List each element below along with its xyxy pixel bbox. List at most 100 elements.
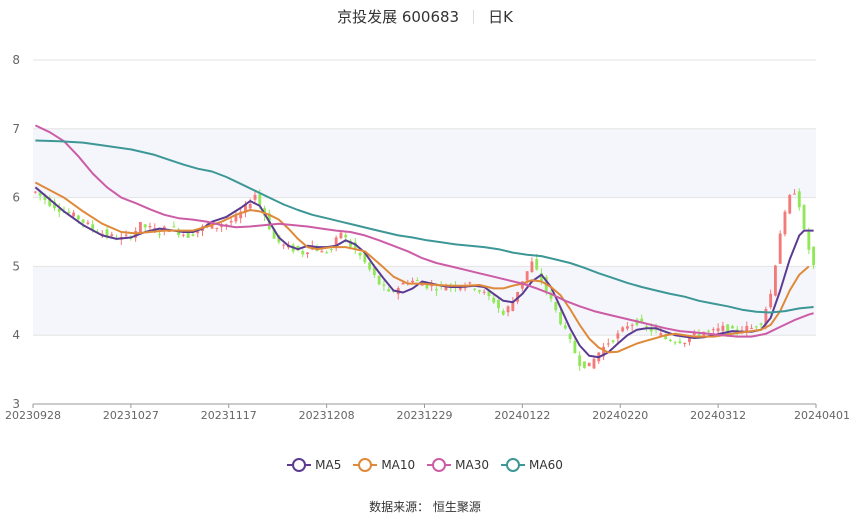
candle-body xyxy=(72,212,76,217)
candle-body xyxy=(616,333,620,339)
candle-body xyxy=(53,201,56,209)
candle-body xyxy=(697,334,701,336)
candle-body xyxy=(368,262,372,270)
legend-marker xyxy=(501,458,526,472)
legend-label: MA10 xyxy=(381,458,416,472)
candle-body xyxy=(587,362,591,367)
candle-body xyxy=(57,208,61,212)
candle-body xyxy=(430,285,434,287)
candle-body xyxy=(726,324,730,334)
candle-body xyxy=(759,323,763,325)
y-tick-label: 5 xyxy=(12,259,20,273)
candle-body xyxy=(382,284,386,286)
legend-label: MA5 xyxy=(315,458,342,472)
candle-body xyxy=(377,275,381,285)
candle-body xyxy=(554,302,558,311)
x-tick-label: 20231027 xyxy=(103,409,159,422)
candle-body xyxy=(325,252,329,254)
candlestick-chart: 3 4 5 6 7 8 20230928 20231027 20231117 20231208 2… xyxy=(5,53,850,422)
x-tick-label: 20240122 xyxy=(494,409,550,422)
candle-body xyxy=(497,299,500,309)
legend-marker-circle xyxy=(506,458,521,472)
candle-body xyxy=(444,286,448,291)
candle-body xyxy=(625,326,629,329)
x-tick-label: 20240312 xyxy=(690,409,746,422)
legend-item-ma60[interactable]: MA60 xyxy=(501,458,563,472)
candle-body xyxy=(659,333,663,336)
candle-body xyxy=(678,341,682,344)
candle-body xyxy=(649,327,653,332)
candle-body xyxy=(606,343,610,345)
candle-body xyxy=(793,193,796,195)
candle-body xyxy=(301,251,305,255)
x-tick-label: 20231208 xyxy=(299,409,355,422)
candle-body xyxy=(535,259,539,270)
candle-body xyxy=(124,234,128,236)
candle-body xyxy=(387,289,391,292)
candle-body xyxy=(258,194,262,205)
candle-body xyxy=(358,252,362,256)
title-separator xyxy=(473,10,475,24)
candle-body xyxy=(272,229,276,239)
candle-body xyxy=(754,326,758,328)
candle-body xyxy=(215,227,219,229)
candle-body xyxy=(492,297,496,303)
ma-line-ma60 xyxy=(35,139,814,314)
candle-body xyxy=(33,191,37,193)
candle-body xyxy=(673,342,677,344)
candle-body xyxy=(186,231,190,238)
candle-body xyxy=(797,191,801,208)
candle-body xyxy=(67,212,71,214)
candle-body xyxy=(344,235,348,238)
candle-body xyxy=(487,290,491,297)
candle-body xyxy=(425,282,429,289)
candle-body xyxy=(401,282,405,285)
legend-label: MA30 xyxy=(455,458,490,472)
candle-body xyxy=(540,273,543,281)
candle-body xyxy=(91,224,95,230)
y-tick-label: 6 xyxy=(12,191,20,205)
x-tick-label: 20240401 xyxy=(794,409,850,422)
legend-item-ma5[interactable]: MA5 xyxy=(287,458,341,472)
grid-band xyxy=(33,266,816,336)
legend-label: MA60 xyxy=(529,458,563,472)
candle-body xyxy=(530,261,534,273)
candle-body xyxy=(282,244,286,246)
candle-body xyxy=(181,234,185,236)
candle-body xyxy=(38,192,42,196)
candle-body xyxy=(549,293,553,299)
legend-item-ma10[interactable]: MA10 xyxy=(353,458,415,472)
candle-body xyxy=(353,242,357,251)
candle-body xyxy=(802,205,806,230)
candle-body xyxy=(306,252,309,255)
legend-item-ma30[interactable]: MA30 xyxy=(427,458,489,472)
candle-body xyxy=(501,310,505,315)
candle-body xyxy=(716,328,720,332)
candle-body xyxy=(477,290,481,292)
candle-body xyxy=(229,221,233,223)
candle-body xyxy=(76,215,80,220)
legend-marker xyxy=(353,458,378,472)
candle-body xyxy=(707,330,711,332)
candle-body xyxy=(568,333,572,339)
candle-body xyxy=(482,291,486,293)
x-tick-label: 20231229 xyxy=(397,409,453,422)
candle-body xyxy=(812,246,816,266)
candle-body xyxy=(688,337,691,343)
candle-body xyxy=(158,234,161,236)
candle-body xyxy=(372,267,376,276)
candle-body xyxy=(773,265,777,296)
candle-body xyxy=(329,249,333,251)
grid-band xyxy=(33,128,816,198)
candle-body xyxy=(664,335,668,340)
candle-body xyxy=(711,329,715,331)
candle-body xyxy=(143,224,147,228)
y-tick-label: 8 xyxy=(12,53,20,67)
candle-body xyxy=(110,234,114,236)
period-label[interactable]: 日K xyxy=(488,8,513,26)
candle-body xyxy=(778,233,782,264)
y-tick-label: 4 xyxy=(12,328,20,342)
candle-body xyxy=(559,312,563,325)
candle-body xyxy=(43,195,47,201)
candle-body xyxy=(138,221,142,233)
